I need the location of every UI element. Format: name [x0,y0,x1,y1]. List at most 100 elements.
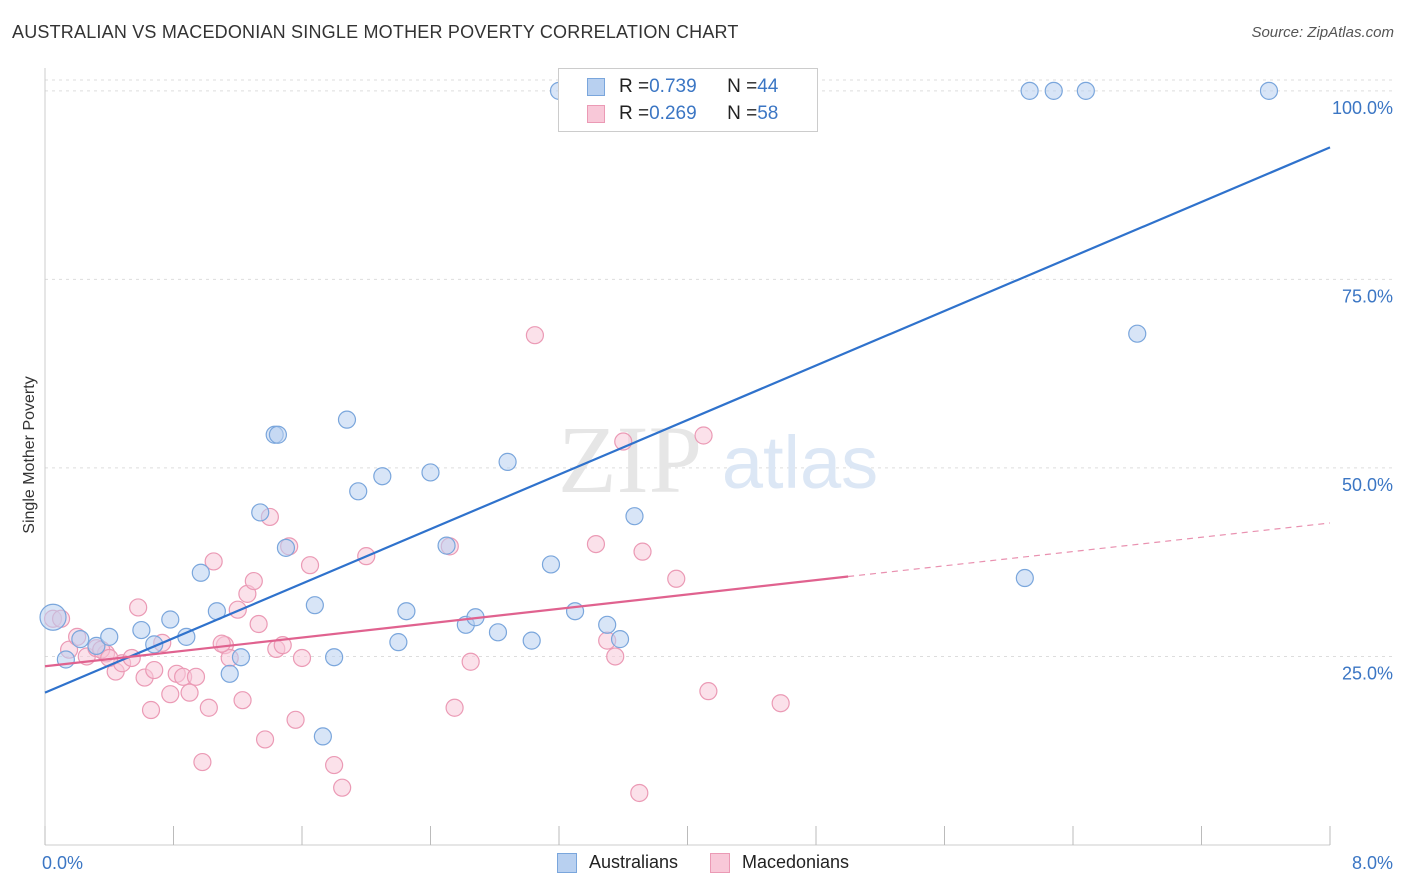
watermark-atlas: atlas [722,421,878,504]
tick-labels: 25.0% 50.0% 75.0% 100.0% 0.0% 8.0% [42,98,1393,873]
australians-point [349,482,368,501]
australians-point [437,536,456,555]
macedonians-point [292,648,312,668]
australians-point [231,648,251,667]
australians-point [541,555,561,574]
australians-point [1076,81,1095,100]
n-value: 44 [757,76,779,97]
australians-point [1020,81,1039,100]
legend-label: Macedonians [741,852,850,872]
australians-point [313,727,332,746]
australians-points [39,81,1279,746]
australians-point [389,633,408,652]
x-tick-label: 0.0% [42,853,83,873]
australians-point [488,623,508,642]
australians-point [87,636,106,656]
chart-title: AUSTRALIAN VS MACEDONIAN SINGLE MOTHER P… [12,22,739,42]
australians-point [337,410,357,429]
australians-point [1259,81,1279,100]
r-label: R = [619,103,650,124]
macedonians-point [667,569,686,588]
macedonians-point [233,691,252,710]
australians-point [498,452,517,471]
macedonians-point [461,652,480,671]
australians-point [610,630,630,649]
y-tick-label: 100.0% [1332,98,1393,118]
australians-point [132,620,151,640]
y-tick-label: 75.0% [1342,286,1393,306]
trend-lines [44,146,1331,694]
macedonians-point [694,426,713,445]
r-value: 0.269 [649,103,697,124]
macedonians-point [586,534,606,554]
macedonians-trend-line [44,575,849,668]
macedonians-point [193,752,212,772]
macedonians-point [145,660,164,680]
y-tick-label: 25.0% [1342,663,1393,683]
australians-point [220,664,239,683]
n-label: N = [727,103,758,124]
australians-swatch [587,78,605,96]
macedonians-point [180,683,199,702]
australians-point [1128,324,1147,343]
australians-point [325,648,344,667]
australians-point [71,630,90,649]
x-tick-label: 8.0% [1352,853,1393,873]
macedonians-point [204,552,223,571]
macedonians-point [141,700,161,720]
australians-point [268,425,288,444]
macedonians-point [249,614,268,634]
macedonians-point [300,556,320,575]
macedonians-point [212,634,231,653]
macedonians-point [244,571,263,591]
macedonians-point [161,685,180,704]
australians-point [565,602,585,621]
australians-point [1044,81,1063,100]
macedonians-trend-extension [848,522,1331,578]
australians-point [421,463,440,482]
australians-point [251,503,270,522]
australians-point [373,467,392,486]
macedonians-point [286,710,305,729]
correlation-legend: R = 0.739 N = 44 R = 0.269 N = 58 [558,68,818,132]
australians-point [1015,568,1034,588]
macedonians-point [630,783,649,803]
n-label: N = [727,76,758,97]
legend-row-macedonians: R = 0.269 N = 58 [587,102,778,126]
r-value: 0.739 [649,76,697,97]
macedonians-point [699,682,718,701]
legend-item-macedonians[interactable]: Macedonians [709,852,850,873]
series-legend: Australians Macedonians [0,852,1406,873]
australians-point [100,627,119,646]
r-label: R = [619,76,650,97]
australians-point [305,596,324,615]
axes [44,68,1331,846]
macedonians-swatch [709,852,730,873]
australians-swatch [556,852,577,873]
macedonians-point [445,698,464,717]
macedonians-point [325,755,344,775]
australians-point [161,610,180,629]
macedonians-point [525,326,545,345]
australians-point [625,507,644,526]
australians-point [522,631,541,650]
legend-item-australians[interactable]: Australians [556,852,678,873]
macedonians-points [43,326,790,803]
macedonians-point [771,694,790,713]
macedonians-point [255,730,275,749]
macedonians-point [333,778,352,797]
macedonians-point [199,698,218,717]
source-label: Source: ZipAtlas.com [1251,24,1394,41]
grid-lines [45,79,1395,657]
macedonians-point [186,667,206,686]
y-tick-label: 50.0% [1342,475,1393,495]
australians-point [397,602,416,621]
australians-point [276,538,296,557]
australians-trend-line [44,146,1331,694]
watermark: ZIP atlas [558,406,878,513]
macedonians-point [633,542,652,561]
legend-label: Australians [588,852,678,872]
n-value: 58 [757,103,779,124]
australians-point [39,603,67,631]
legend-row-australians: R = 0.739 N = 44 [587,75,778,99]
